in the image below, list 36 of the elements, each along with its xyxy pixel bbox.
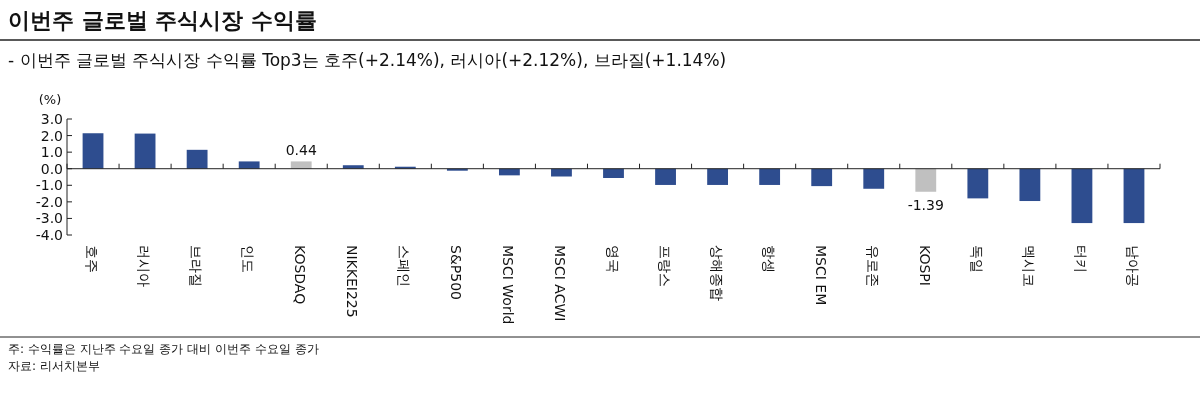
- y-axis-title: (%): [38, 92, 62, 107]
- x-tick-label: 스페인: [396, 245, 413, 287]
- data-label: -1.39: [907, 196, 944, 213]
- x-tick-label: MSCI EM: [812, 245, 829, 306]
- chart-subtitle: - 이번주 글로벌 주식시장 수익률 Top3는 호주(+2.14%), 러시아(+2.12%), 브라질(+1.14%): [8, 50, 727, 70]
- x-tick-label: 멕시코: [1020, 245, 1037, 287]
- y-tick-label: 1.0: [40, 144, 63, 161]
- data-label: 0.44: [285, 142, 317, 159]
- text: 자료: 리서치본부: [8, 359, 100, 373]
- x-tick-label: 남아공: [1124, 245, 1141, 287]
- x-tick-label: 유로존: [864, 245, 881, 287]
- x-tick-label: 영국: [604, 245, 621, 273]
- y-tick-label: -4.0: [35, 227, 63, 243]
- x-tick-label: S&P500: [448, 245, 465, 300]
- y-tick-label: 3.0: [40, 111, 63, 127]
- x-tick-label: 인도: [240, 245, 257, 273]
- x-tick-label: MSCI World: [500, 245, 517, 325]
- x-tick-label: NIKKEI225: [344, 245, 361, 318]
- y-tick-label: 0.0: [40, 160, 63, 177]
- x-tick-label: 독일: [968, 245, 985, 273]
- x-tick-label: 터키: [1072, 245, 1089, 273]
- x-tick-label: KOSPI: [916, 245, 933, 286]
- y-tick-label: -2.0: [35, 193, 63, 210]
- y-tick-label: -1.0: [35, 177, 63, 194]
- x-tick-label: 호주: [84, 245, 101, 273]
- chart-title: 이번주 글로벌 주식시장 수익률: [8, 8, 317, 33]
- x-tick-label: 항셍: [760, 245, 777, 273]
- x-tick-label: 러시아: [136, 245, 153, 287]
- y-tick-label: 2.0: [40, 127, 63, 144]
- x-tick-label: 상해종합: [708, 245, 725, 301]
- x-tick-label: MSCI ACWI: [552, 245, 569, 322]
- y-tick-label: -3.0: [35, 210, 63, 227]
- text: 주: 수익률은 지난주 수요일 종가 대비 이번주 수요일 종가: [8, 342, 319, 356]
- x-tick-label: KOSDAQ: [292, 245, 309, 305]
- x-tick-label: 프랑스: [656, 245, 673, 287]
- x-tick-label: 브라질: [188, 245, 205, 287]
